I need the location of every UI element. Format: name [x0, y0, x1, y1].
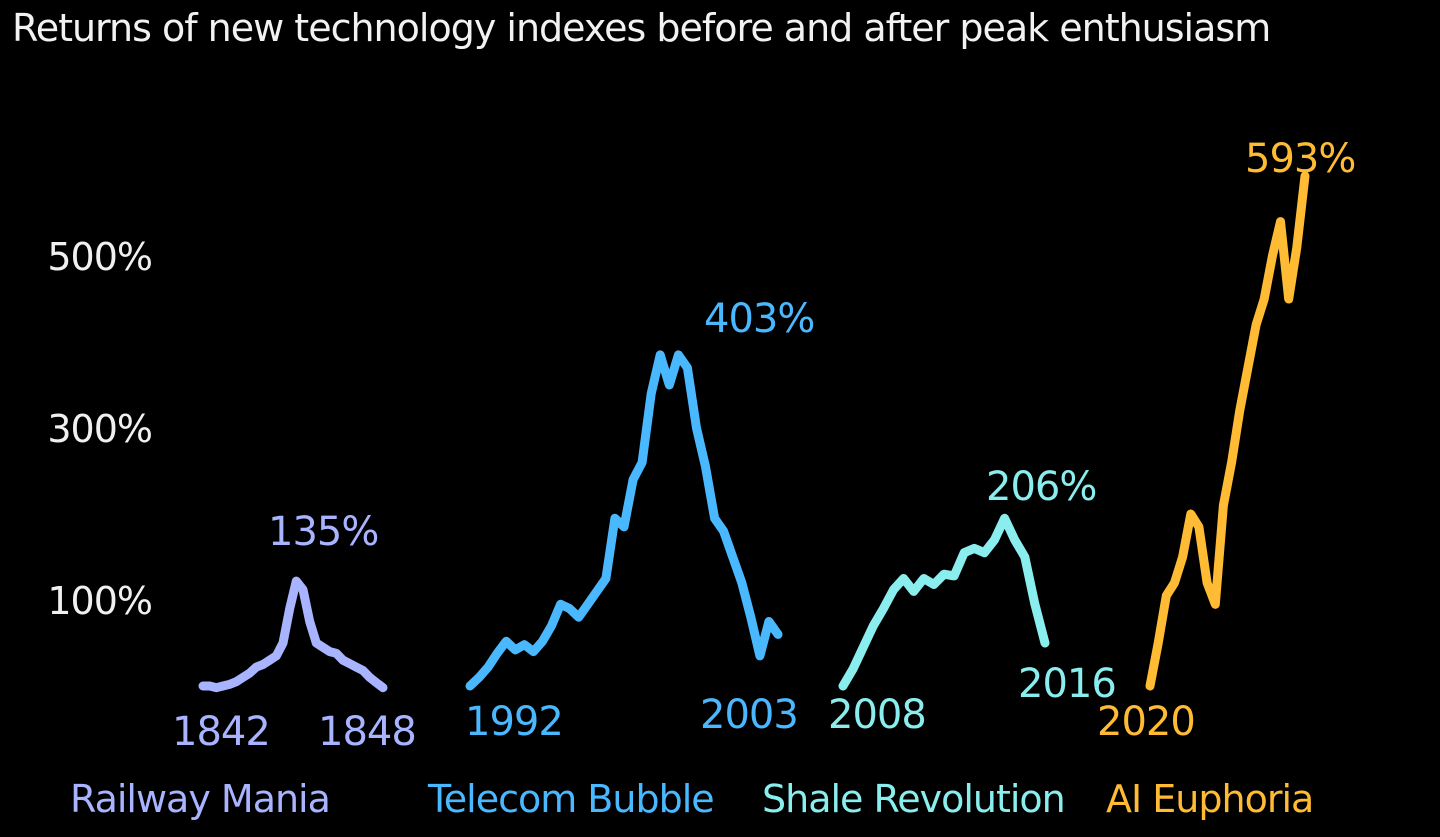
series-layer — [198, 171, 1310, 693]
series-line-ai-euphoria — [1145, 171, 1310, 691]
peak-label-shale-revolution: 206% — [986, 464, 1096, 510]
end-year-label-telecom-bubble: 2003 — [700, 692, 798, 738]
series-line-telecom-bubble — [465, 350, 783, 691]
start-year-label-telecom-bubble: 1992 — [465, 699, 563, 745]
chart-title: Returns of new technology indexes before… — [12, 6, 1271, 50]
legend-label-shale-revolution: Shale Revolution — [762, 777, 1065, 821]
legend-label-telecom-bubble: Telecom Bubble — [427, 777, 714, 821]
series-line-shale-revolution — [838, 513, 1050, 691]
y-tick-label: 300% — [47, 407, 152, 451]
peak-label-ai-euphoria: 593% — [1245, 136, 1355, 182]
start-year-label-railway-mania: 1842 — [172, 709, 270, 755]
y-tick-label: 500% — [47, 235, 152, 279]
y-axis-labels: 100% 300% 500% — [47, 235, 153, 623]
start-year-label-ai-euphoria: 2020 — [1097, 699, 1195, 745]
end-year-label-railway-mania: 1848 — [318, 709, 416, 755]
series-line-railway-mania — [198, 576, 388, 693]
y-tick-label: 100% — [47, 579, 152, 623]
peak-label-telecom-bubble: 403% — [704, 296, 814, 342]
peak-label-railway-mania: 135% — [268, 509, 378, 555]
annotation-layer: 135% 1842 1848 Railway Mania 403% 1992 2003 Tel… — [70, 136, 1356, 821]
start-year-label-shale-revolution: 2008 — [828, 692, 926, 738]
legend-label-railway-mania: Railway Mania — [70, 777, 330, 821]
end-year-label-shale-revolution: 2016 — [1018, 661, 1116, 707]
legend-label-ai-euphoria: AI Euphoria — [1106, 777, 1313, 821]
